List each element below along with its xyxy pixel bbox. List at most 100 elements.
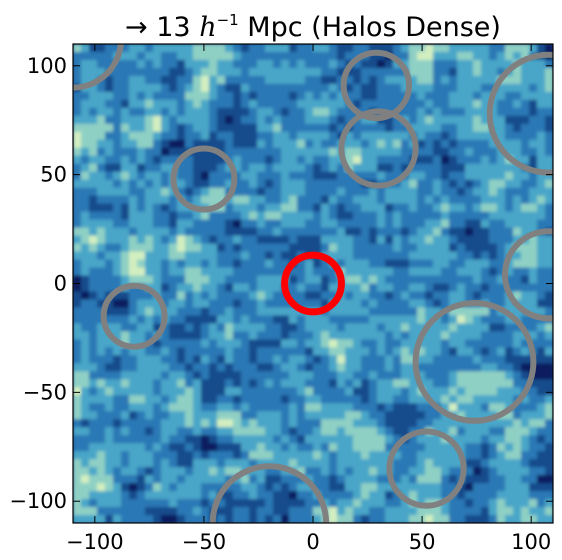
heatmap-cell <box>401 483 410 492</box>
heatmap-cell <box>489 459 498 468</box>
heatmap-cell <box>369 395 378 404</box>
heatmap-cell <box>89 171 98 181</box>
heatmap-cell <box>417 483 426 492</box>
heatmap-cell <box>489 499 498 508</box>
heatmap-cell <box>249 75 258 85</box>
heatmap-cell <box>97 371 106 380</box>
heatmap-cell <box>353 427 362 436</box>
heatmap-cell <box>433 107 442 117</box>
heatmap-cell <box>449 179 458 189</box>
heatmap-cell <box>225 435 234 444</box>
heatmap-cell <box>89 371 98 380</box>
heatmap-cell <box>377 219 386 229</box>
heatmap-cell <box>505 99 514 109</box>
heatmap-cell <box>225 139 234 149</box>
heatmap-cell <box>401 291 410 301</box>
heatmap-cell <box>241 259 250 269</box>
heatmap-cell <box>241 475 250 484</box>
heatmap-cell <box>73 51 82 61</box>
heatmap-cell <box>393 219 402 229</box>
heatmap-cell <box>201 243 210 253</box>
heatmap-cell <box>209 163 218 173</box>
heatmap-cell <box>97 139 106 149</box>
heatmap-cell <box>521 123 530 133</box>
heatmap-cell <box>137 387 146 396</box>
heatmap-cell <box>369 235 378 245</box>
heatmap-cell <box>481 315 490 325</box>
heatmap-cell <box>153 387 162 396</box>
heatmap-cell <box>433 291 442 301</box>
heatmap-cell <box>273 235 282 245</box>
heatmap-cell <box>465 235 474 245</box>
heatmap-cell <box>249 251 258 261</box>
heatmap-cell <box>177 227 186 237</box>
heatmap-cell <box>217 475 226 484</box>
heatmap-cell <box>369 387 378 396</box>
heatmap-cell <box>473 147 482 157</box>
heatmap-cell <box>233 211 242 221</box>
heatmap-cell <box>81 451 90 460</box>
heatmap-cell <box>345 91 354 101</box>
heatmap-cell <box>489 475 498 484</box>
heatmap-cell <box>185 99 194 109</box>
heatmap-cell <box>185 459 194 468</box>
heatmap-cell <box>161 507 170 516</box>
heatmap-cell <box>353 491 362 500</box>
heatmap-cell <box>457 227 466 237</box>
heatmap-cell <box>257 139 266 149</box>
heatmap-cell <box>177 339 186 348</box>
heatmap-cell <box>289 251 298 261</box>
heatmap-cell <box>161 299 170 309</box>
heatmap-cell <box>249 203 258 213</box>
heatmap-cell <box>457 403 466 412</box>
heatmap-cell <box>505 371 514 380</box>
heatmap-cell <box>513 419 522 428</box>
heatmap-cell <box>281 371 290 380</box>
heatmap-cell <box>497 403 506 412</box>
heatmap-cell <box>537 259 546 269</box>
heatmap-cell <box>153 155 162 165</box>
heatmap-cell <box>313 339 322 348</box>
heatmap-cell <box>265 123 274 133</box>
heatmap-cell <box>425 267 434 277</box>
heatmap-cell <box>249 67 258 77</box>
heatmap-cell <box>393 355 402 364</box>
heatmap-cell <box>177 211 186 221</box>
heatmap-cell <box>177 291 186 301</box>
heatmap-cell <box>169 475 178 484</box>
heatmap-cell <box>433 227 442 237</box>
heatmap-cell <box>137 99 146 109</box>
heatmap-cell <box>225 59 234 69</box>
heatmap-cell <box>233 467 242 476</box>
heatmap-cell <box>361 155 370 165</box>
heatmap-cell <box>185 443 194 452</box>
heatmap-cell <box>473 235 482 245</box>
heatmap-cell <box>81 179 90 189</box>
heatmap-cell <box>233 235 242 245</box>
heatmap-cell <box>185 427 194 436</box>
heatmap-cell <box>457 371 466 380</box>
heatmap-cell <box>97 211 106 221</box>
heatmap-cell <box>369 427 378 436</box>
heatmap-cell <box>361 44 370 53</box>
heatmap-cell <box>377 363 386 372</box>
heatmap-cell <box>345 187 354 197</box>
heatmap-cell <box>297 75 306 85</box>
heatmap-cell <box>417 515 426 523</box>
heatmap-cell <box>113 443 122 452</box>
heatmap-cell <box>297 227 306 237</box>
heatmap-cell <box>425 75 434 85</box>
heatmap-cell <box>329 371 338 380</box>
heatmap-cell <box>505 195 514 205</box>
heatmap-cell <box>305 339 314 348</box>
heatmap-cell <box>513 211 522 221</box>
heatmap-cell <box>281 115 290 125</box>
heatmap-cell <box>225 235 234 245</box>
heatmap-cell <box>169 291 178 301</box>
heatmap-cell <box>265 467 274 476</box>
heatmap-cell <box>465 371 474 380</box>
halo-circle-5 <box>486 51 553 176</box>
heatmap-cell <box>305 395 314 404</box>
heatmap-cell <box>369 163 378 173</box>
heatmap-cell <box>545 331 553 340</box>
